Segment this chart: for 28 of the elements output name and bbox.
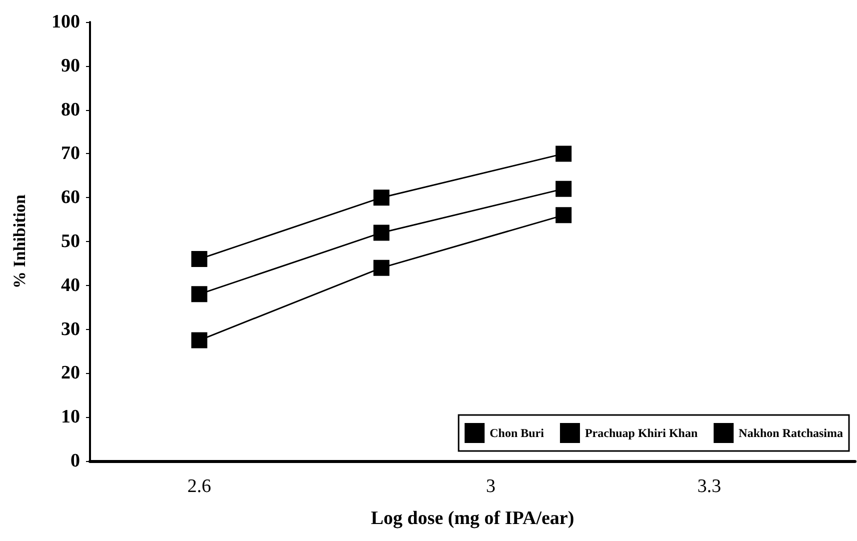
x-tick-label: 3.3 — [697, 476, 722, 497]
y-tick-label: 0 — [70, 450, 80, 472]
y-tick-label: 80 — [61, 99, 80, 120]
point — [191, 286, 208, 302]
x-tick-label: 3 — [486, 476, 496, 497]
y-tick-label: 60 — [61, 187, 80, 208]
y-axis-title: % Inhibition — [10, 194, 29, 289]
y-tick-label: 90 — [61, 55, 80, 76]
y-tick-label: 30 — [61, 318, 80, 340]
point — [556, 207, 572, 224]
point — [373, 260, 390, 276]
point — [556, 180, 572, 197]
y-tick-label: 70 — [61, 143, 80, 164]
point — [191, 332, 208, 348]
x-tick-label: 2.6 — [187, 476, 212, 497]
legend-label: Chon Buri — [490, 426, 545, 440]
point — [373, 190, 390, 206]
point — [373, 224, 390, 241]
point — [556, 146, 572, 162]
legend-label: Nakhon Ratchasima — [738, 426, 844, 440]
y-tick-label: 100 — [52, 12, 80, 32]
legend-label: Prachuap Khiri Khan — [584, 426, 698, 440]
y-tick-label: 10 — [61, 406, 80, 428]
y-tick-label: 20 — [61, 362, 80, 384]
y-tick-label: 50 — [61, 231, 80, 252]
point — [191, 251, 208, 268]
x-axis-title: Log dose (mg of IPA/ear) — [370, 508, 574, 529]
y-tick-label: 40 — [61, 274, 80, 296]
